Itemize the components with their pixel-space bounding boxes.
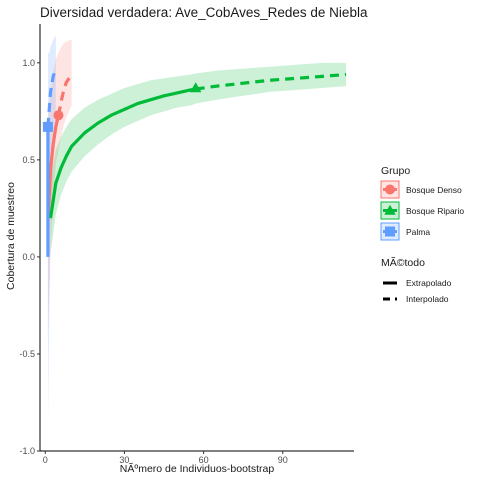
legend-item-palma: Palma (380, 222, 430, 241)
legend-key-marker (385, 184, 395, 195)
point-observed-bosque-denso (53, 110, 64, 121)
legend-label: Interpolado (406, 294, 449, 304)
x-tick-label: 90 (278, 455, 288, 465)
line-extrapolated-bosque-ripario (195, 72, 347, 91)
legend-item-interpolado: Interpolado (383, 294, 449, 304)
legend-label: Palma (406, 227, 430, 237)
y-tick-label: -0.5 (19, 349, 35, 359)
confidence-bands (47, 35, 347, 432)
legend-label: Bosque Denso (406, 185, 462, 195)
observed-points (42, 82, 202, 132)
legend-item-extrapolado: Extrapolado (383, 278, 452, 288)
y-axis-title: Cobertura de muestreo (5, 182, 17, 290)
y-tick-label: 0.5 (22, 155, 35, 165)
line-extrapolated-palma (46, 68, 58, 127)
point-observed-bosque-ripario (189, 82, 202, 93)
legend-key-marker (384, 204, 396, 215)
point-observed-palma (42, 121, 53, 132)
x-tick-label: 60 (199, 455, 209, 465)
axes (39, 24, 354, 452)
legend-item-bosque-denso: Bosque Denso (380, 180, 462, 199)
legend-label: Extrapolado (406, 278, 452, 288)
x-tick-label: 0 (43, 455, 48, 465)
line-interpolated-bosque-denso (46, 114, 61, 223)
legend-key-marker (385, 226, 395, 237)
legend-method-title: MÃ©todo (381, 256, 425, 269)
series-lines (46, 68, 347, 257)
legend-item-bosque-ripario: Bosque Ripario (380, 201, 464, 220)
x-axis-title: NÃºmero de Individuos-bootstrap (120, 462, 275, 475)
y-tick-label: 1.0 (22, 58, 35, 68)
chart-title: Diversidad verdadera: Ave_CobAves_Redes … (40, 5, 368, 20)
y-tick-label: 0.0 (22, 252, 35, 262)
line-interpolated-bosque-ripario (48, 87, 196, 219)
line-extrapolated-bosque-denso (56, 73, 73, 116)
legend-group-title: Grupo (381, 165, 410, 177)
x-tick-label: 30 (119, 455, 129, 465)
legend: Grupo Bosque Denso Bosque Ripario Palma MÃ… (380, 165, 464, 304)
ticks: 0 30 60 90 -1.0 -0.5 0.0 0.5 1.0 (19, 58, 287, 465)
y-tick-label: -1.0 (19, 446, 35, 456)
legend-label: Bosque Ripario (406, 206, 464, 216)
ci-band-bosque-denso (47, 39, 72, 335)
